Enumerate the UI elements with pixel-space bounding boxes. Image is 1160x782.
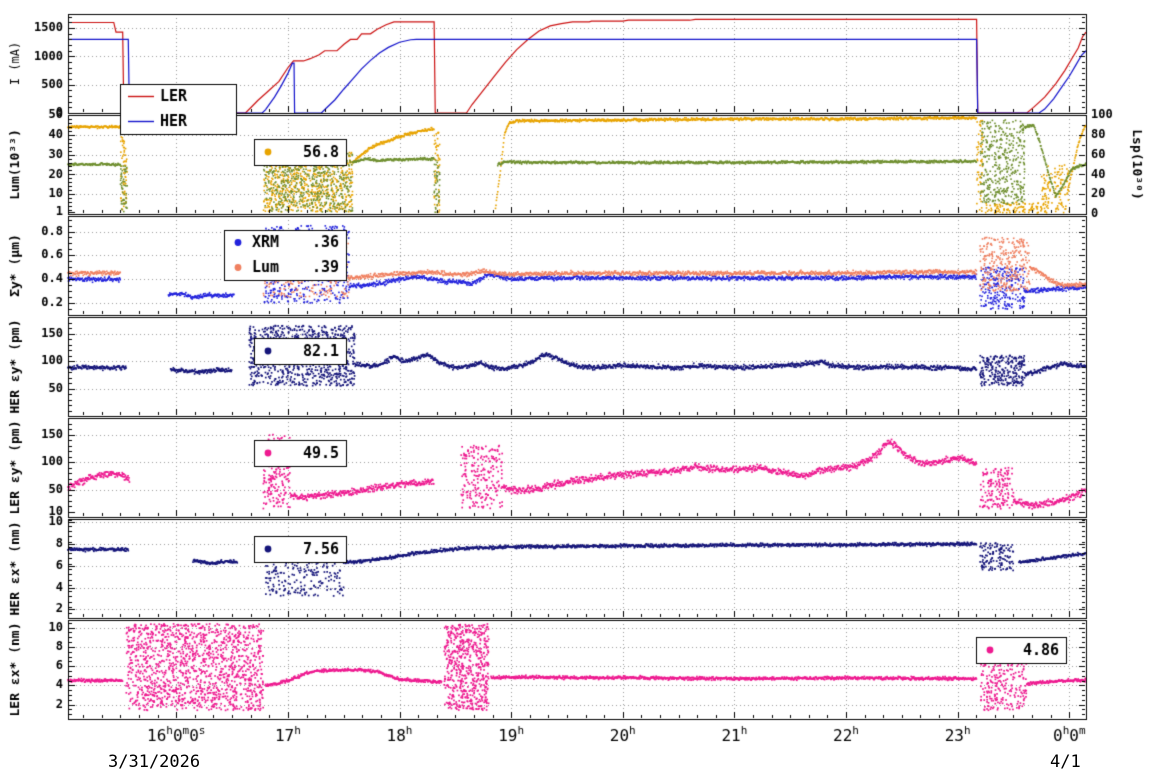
x-axis-date-end: 4/1: [1050, 752, 1081, 772]
x-axis-date-start: 3/31/2026: [108, 752, 201, 772]
